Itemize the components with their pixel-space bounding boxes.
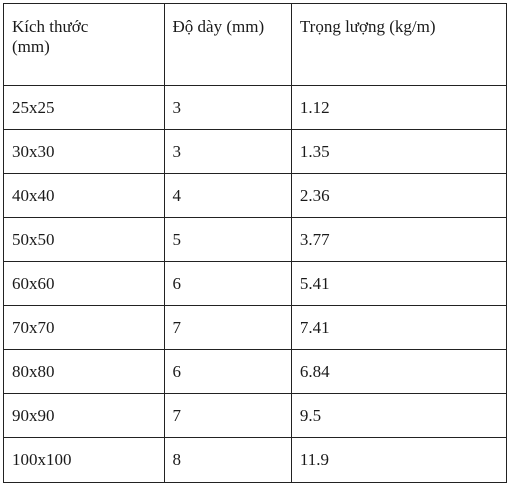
table-row: 25x25 3 1.12 bbox=[3, 85, 508, 130]
table-row: 30x30 3 1.35 bbox=[3, 129, 508, 174]
cell-weight: 3.77 bbox=[290, 217, 508, 262]
cell-weight: 9.5 bbox=[290, 393, 508, 438]
cell-size: 90x90 bbox=[3, 393, 165, 438]
header-thickness: Độ dày (mm) bbox=[163, 3, 292, 86]
header-size-line2: (mm) bbox=[12, 37, 50, 56]
table-row: 40x40 4 2.36 bbox=[3, 173, 508, 218]
cell-weight: 2.36 bbox=[290, 173, 508, 218]
cell-size: 30x30 bbox=[3, 129, 165, 174]
cell-thickness: 6 bbox=[163, 349, 292, 394]
cell-thickness: 8 bbox=[163, 437, 292, 483]
cell-size: 80x80 bbox=[3, 349, 165, 394]
cell-weight: 11.9 bbox=[290, 437, 508, 483]
table-row: 60x60 6 5.41 bbox=[3, 261, 508, 306]
cell-thickness: 3 bbox=[163, 129, 292, 174]
cell-size: 50x50 bbox=[3, 217, 165, 262]
header-size: Kích thước (mm) bbox=[3, 3, 165, 86]
cell-size: 40x40 bbox=[3, 173, 165, 218]
table-row: 80x80 6 6.84 bbox=[3, 349, 508, 394]
table-row: 90x90 7 9.5 bbox=[3, 393, 508, 438]
cell-size: 100x100 bbox=[3, 437, 165, 483]
table-body: Kích thước (mm) Độ dày (mm) Trọng lượng … bbox=[3, 3, 508, 483]
cell-thickness: 6 bbox=[163, 261, 292, 306]
table-row: 70x70 7 7.41 bbox=[3, 305, 508, 350]
cell-weight: 1.35 bbox=[290, 129, 508, 174]
cell-thickness: 7 bbox=[163, 305, 292, 350]
cell-weight: 5.41 bbox=[290, 261, 508, 306]
cell-thickness: 3 bbox=[163, 85, 292, 130]
header-weight: Trọng lượng (kg/m) bbox=[290, 3, 508, 86]
cell-thickness: 5 bbox=[163, 217, 292, 262]
header-row: Kích thước (mm) Độ dày (mm) Trọng lượng … bbox=[3, 3, 508, 86]
table-row: 50x50 5 3.77 bbox=[3, 217, 508, 262]
cell-size: 70x70 bbox=[3, 305, 165, 350]
table-row: 100x100 8 11.9 bbox=[3, 437, 508, 483]
cell-size: 60x60 bbox=[3, 261, 165, 306]
cell-thickness: 7 bbox=[163, 393, 292, 438]
cell-weight: 1.12 bbox=[290, 85, 508, 130]
cell-weight: 6.84 bbox=[290, 349, 508, 394]
cell-weight: 7.41 bbox=[290, 305, 508, 350]
cell-thickness: 4 bbox=[163, 173, 292, 218]
cell-size: 25x25 bbox=[3, 85, 165, 130]
header-size-line1: Kích thước bbox=[12, 17, 89, 36]
steel-size-table: Kích thước (mm) Độ dày (mm) Trọng lượng … bbox=[3, 3, 508, 483]
